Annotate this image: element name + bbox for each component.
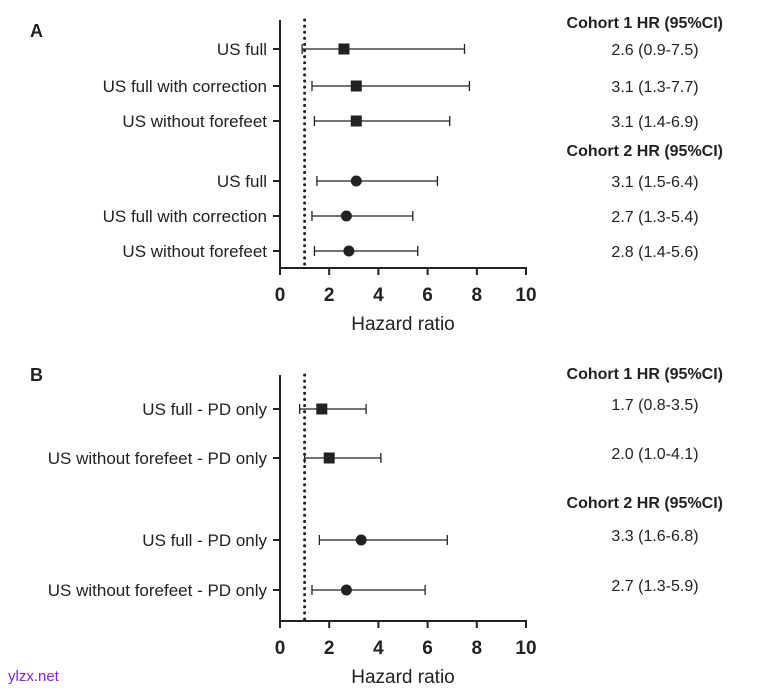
watermark: ylzx.net: [8, 668, 59, 685]
hr-point-square: [316, 403, 328, 415]
x-tick-label: 8: [472, 285, 483, 306]
row-label: US without forefeet - PD only: [48, 449, 268, 468]
x-axis-label: Hazard ratio: [351, 667, 455, 688]
hr-point-square: [323, 452, 335, 464]
hr-value-text: 3.1 (1.3-7.7): [611, 79, 698, 96]
hr-point-circle: [350, 175, 362, 187]
x-tick-label: 4: [373, 285, 384, 306]
group-header: Cohort 1 HR (95%CI): [567, 15, 723, 32]
hr-value-text: 2.6 (0.9-7.5): [611, 42, 698, 59]
hr-value-text: 3.1 (1.5-6.4): [611, 174, 698, 191]
row-label: US full - PD only: [142, 531, 267, 550]
x-tick-label: 0: [275, 285, 286, 306]
x-axis-label: Hazard ratio: [351, 314, 455, 335]
group-header: Cohort 1 HR (95%CI): [567, 366, 723, 383]
group-header: Cohort 2 HR (95%CI): [567, 143, 723, 160]
row-label: US full: [217, 40, 267, 59]
x-tick-label: 10: [515, 285, 536, 306]
hr-value-text: 3.3 (1.6-6.8): [611, 528, 698, 545]
row-label: US without forefeet - PD only: [48, 581, 268, 600]
hr-point-circle: [340, 584, 352, 596]
hr-point-square: [350, 115, 362, 127]
x-tick-label: 2: [324, 638, 335, 659]
panel-label: B: [30, 365, 43, 385]
row-label: US full with correction: [103, 207, 267, 226]
hr-value-text: 2.0 (1.0-4.1): [611, 446, 698, 463]
hr-point-square: [350, 80, 362, 92]
group-header: Cohort 2 HR (95%CI): [567, 495, 723, 512]
hr-point-circle: [343, 245, 355, 257]
hr-value-text: 3.1 (1.4-6.9): [611, 114, 698, 131]
hr-value-text: 2.7 (1.3-5.9): [611, 578, 698, 595]
panel-label: A: [30, 21, 43, 41]
row-label: US full - PD only: [142, 400, 267, 419]
x-tick-label: 6: [422, 638, 433, 659]
hr-value-text: 1.7 (0.8-3.5): [611, 397, 698, 414]
hr-value-text: 2.7 (1.3-5.4): [611, 209, 698, 226]
x-tick-label: 8: [472, 638, 483, 659]
x-tick-label: 6: [422, 285, 433, 306]
hr-point-square: [338, 43, 350, 55]
row-label: US full with correction: [103, 77, 267, 96]
hr-point-circle: [355, 534, 367, 546]
x-tick-label: 10: [515, 638, 536, 659]
x-tick-label: 2: [324, 285, 335, 306]
row-label: US full: [217, 172, 267, 191]
x-tick-label: 0: [275, 638, 286, 659]
x-tick-label: 4: [373, 638, 384, 659]
row-label: US without forefeet: [122, 242, 267, 261]
row-label: US without forefeet: [122, 112, 267, 131]
hr-value-text: 2.8 (1.4-5.6): [611, 244, 698, 261]
hr-point-circle: [340, 210, 352, 222]
